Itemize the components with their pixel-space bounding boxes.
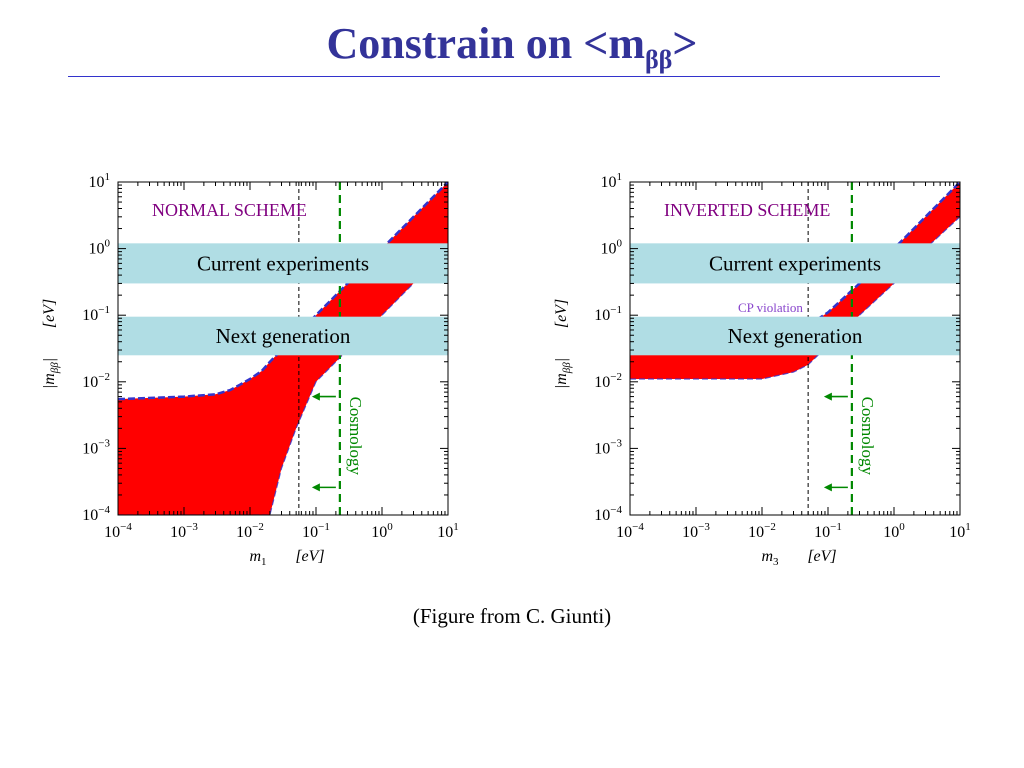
- y-tick-label: 10−3: [82, 437, 110, 457]
- y-tick-label: 10−2: [82, 371, 110, 391]
- y-tick-label: 100: [601, 238, 623, 258]
- plot-area: [630, 182, 960, 515]
- cosmology-arrow-head: [311, 392, 320, 401]
- x-axis-label: m1: [249, 548, 266, 568]
- y-tick-label: 101: [89, 171, 111, 191]
- experiment-band: [118, 243, 448, 284]
- y-tick-label: 10−2: [594, 371, 622, 391]
- x-tick-label: 100: [883, 521, 905, 541]
- plot-area: [118, 182, 448, 515]
- x-axis-unit: [eV]: [807, 548, 836, 565]
- x-tick-label: 100: [371, 521, 393, 541]
- cosmology-label: Cosmology: [346, 397, 365, 476]
- y-axis-unit: [eV]: [553, 299, 570, 328]
- x-tick-label: 10−2: [236, 521, 264, 541]
- ticks: [629, 181, 961, 516]
- x-tick-label: 10−2: [748, 521, 776, 541]
- y-tick-label: 101: [601, 171, 623, 191]
- x-tick-label: 10−4: [616, 521, 644, 541]
- title-main: Constrain on <m: [326, 19, 645, 68]
- y-axis-label: |mββ|: [553, 358, 573, 389]
- slide-title: Constrain on <mββ>: [0, 18, 1024, 75]
- y-tick-label: 10−1: [82, 304, 110, 324]
- experiment-band: [630, 316, 960, 356]
- cosmology-arrow-head: [823, 483, 832, 492]
- scheme-label: NORMAL SCHEME: [152, 200, 307, 220]
- scheme-label: INVERTED SCHEME: [664, 200, 830, 220]
- x-axis-unit: [eV]: [295, 548, 324, 565]
- plot-frame: [629, 181, 961, 516]
- y-tick-label: 10−3: [594, 437, 622, 457]
- x-tick-label: 101: [949, 521, 971, 541]
- y-tick-label: 10−1: [594, 304, 622, 324]
- figure-caption: (Figure from C. Giunti): [412, 604, 612, 628]
- cosmology-label: Cosmology: [858, 397, 877, 476]
- y-tick-label: 10−4: [594, 504, 622, 524]
- ticks: [117, 181, 449, 516]
- title-underline: [68, 76, 940, 77]
- cosmology-arrow-head: [823, 392, 832, 401]
- y-axis-label: |mββ|: [41, 358, 61, 389]
- x-tick-label: 10−3: [170, 521, 198, 541]
- y-tick-label: 10−4: [82, 504, 110, 524]
- x-tick-label: 101: [437, 521, 459, 541]
- normal-scheme-chart: Current experiments Next generation 10−4 10…: [40, 166, 480, 576]
- y-axis-unit: [eV]: [41, 299, 58, 328]
- title-subscript: ββ: [644, 45, 673, 74]
- x-tick-label: 10−3: [682, 521, 710, 541]
- next-generation-label: Next generation: [728, 324, 863, 348]
- x-axis-label: m3: [761, 548, 779, 568]
- y-tick-label: 100: [89, 238, 111, 258]
- cp-violation-annotation: CP violation: [738, 300, 803, 315]
- inverted-scheme-chart: Current experiments Next generation 10−4 10…: [552, 166, 992, 576]
- plot-frame: [117, 181, 449, 516]
- experiment-band: [118, 316, 448, 356]
- experiment-band: [630, 243, 960, 284]
- current-experiments-label: Current experiments: [197, 251, 369, 275]
- next-generation-label: Next generation: [216, 324, 351, 348]
- title-tail: >: [672, 19, 698, 68]
- cosmology-arrow-head: [311, 483, 320, 492]
- x-tick-label: 10−4: [104, 521, 132, 541]
- current-experiments-label: Current experiments: [709, 251, 881, 275]
- x-tick-label: 10−1: [302, 521, 330, 541]
- x-tick-label: 10−1: [814, 521, 842, 541]
